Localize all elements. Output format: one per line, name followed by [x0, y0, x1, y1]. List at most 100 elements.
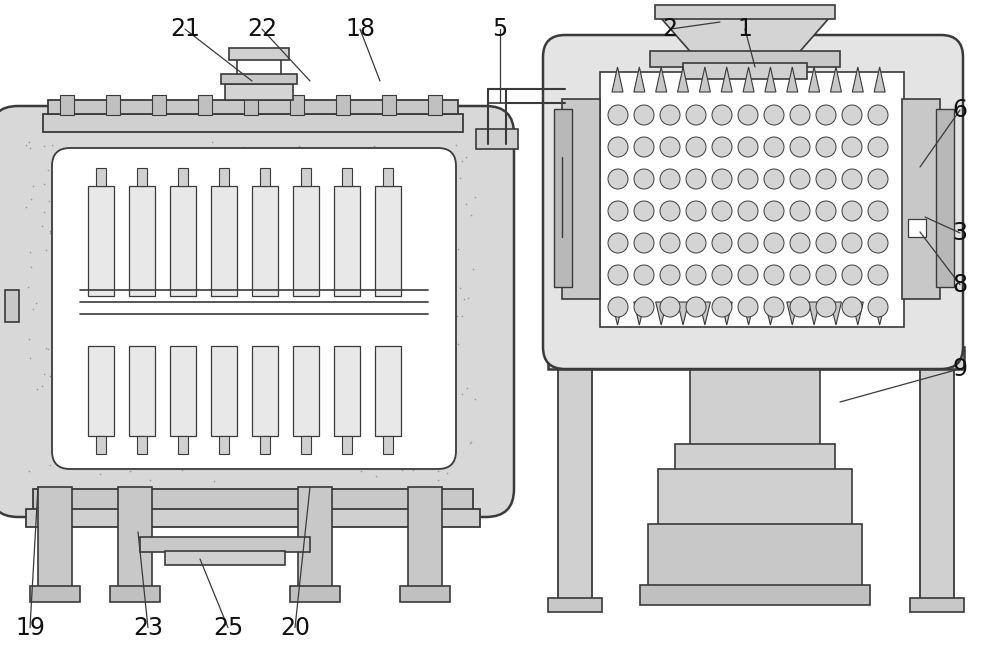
Circle shape: [634, 105, 654, 125]
Polygon shape: [634, 302, 645, 325]
Bar: [152, 95, 166, 115]
Polygon shape: [787, 67, 798, 92]
Bar: [137, 436, 147, 454]
Circle shape: [686, 105, 706, 125]
Circle shape: [738, 297, 758, 317]
Bar: [920, 369, 954, 602]
Circle shape: [790, 169, 810, 189]
Circle shape: [868, 265, 888, 285]
Bar: [221, 74, 297, 84]
Circle shape: [842, 265, 862, 285]
Circle shape: [608, 137, 628, 157]
Bar: [675, 444, 835, 472]
Bar: [129, 346, 155, 436]
Bar: [30, 586, 80, 602]
Text: 2: 2: [662, 17, 678, 41]
Bar: [106, 95, 120, 115]
Text: 6: 6: [952, 98, 968, 122]
Bar: [476, 129, 518, 149]
Circle shape: [686, 201, 706, 221]
Circle shape: [634, 201, 654, 221]
Circle shape: [790, 105, 810, 125]
Polygon shape: [660, 17, 830, 57]
Bar: [648, 524, 862, 589]
Bar: [96, 436, 106, 454]
Bar: [225, 84, 293, 100]
Bar: [902, 99, 940, 299]
Bar: [290, 95, 304, 115]
Polygon shape: [612, 67, 623, 92]
Bar: [342, 436, 352, 454]
Text: 25: 25: [213, 615, 243, 640]
Bar: [554, 109, 572, 287]
Polygon shape: [809, 67, 820, 92]
Polygon shape: [852, 302, 863, 325]
Bar: [178, 168, 188, 186]
Text: 5: 5: [492, 17, 508, 41]
Polygon shape: [699, 302, 710, 325]
Bar: [375, 186, 401, 296]
Bar: [400, 586, 450, 602]
Bar: [244, 95, 258, 115]
Bar: [293, 186, 319, 296]
Polygon shape: [743, 67, 754, 92]
Circle shape: [686, 265, 706, 285]
Circle shape: [842, 201, 862, 221]
Polygon shape: [787, 302, 798, 325]
Circle shape: [868, 201, 888, 221]
Bar: [600, 72, 904, 327]
Circle shape: [764, 297, 784, 317]
Bar: [178, 436, 188, 454]
Bar: [334, 186, 360, 296]
Polygon shape: [830, 67, 841, 92]
Text: 9: 9: [952, 356, 968, 381]
Polygon shape: [830, 302, 841, 325]
Circle shape: [790, 265, 810, 285]
Circle shape: [686, 137, 706, 157]
Circle shape: [712, 297, 732, 317]
Bar: [137, 168, 147, 186]
Text: 20: 20: [280, 615, 310, 640]
Circle shape: [712, 265, 732, 285]
Circle shape: [816, 105, 836, 125]
Circle shape: [816, 137, 836, 157]
Polygon shape: [699, 67, 710, 92]
Text: 19: 19: [15, 615, 45, 640]
Polygon shape: [743, 302, 754, 325]
Circle shape: [634, 233, 654, 253]
Polygon shape: [612, 302, 623, 325]
Bar: [140, 537, 310, 552]
Bar: [26, 509, 480, 527]
Bar: [211, 346, 237, 436]
Circle shape: [868, 169, 888, 189]
Circle shape: [816, 169, 836, 189]
Text: 18: 18: [345, 17, 375, 41]
Circle shape: [790, 137, 810, 157]
Bar: [336, 95, 350, 115]
Bar: [165, 551, 285, 565]
Circle shape: [634, 297, 654, 317]
Bar: [383, 436, 393, 454]
Circle shape: [816, 201, 836, 221]
Circle shape: [764, 105, 784, 125]
Bar: [38, 487, 72, 589]
Bar: [129, 186, 155, 296]
Bar: [198, 95, 212, 115]
Bar: [110, 586, 160, 602]
Circle shape: [842, 105, 862, 125]
Circle shape: [816, 233, 836, 253]
Circle shape: [660, 265, 680, 285]
Text: 8: 8: [952, 272, 968, 297]
Bar: [43, 114, 463, 132]
Circle shape: [738, 201, 758, 221]
Bar: [936, 109, 954, 287]
Circle shape: [608, 105, 628, 125]
Polygon shape: [721, 67, 732, 92]
Bar: [650, 51, 840, 67]
Circle shape: [660, 105, 680, 125]
Bar: [48, 100, 458, 114]
Text: 22: 22: [247, 17, 277, 41]
Bar: [229, 48, 289, 60]
Bar: [690, 367, 820, 447]
Circle shape: [634, 169, 654, 189]
